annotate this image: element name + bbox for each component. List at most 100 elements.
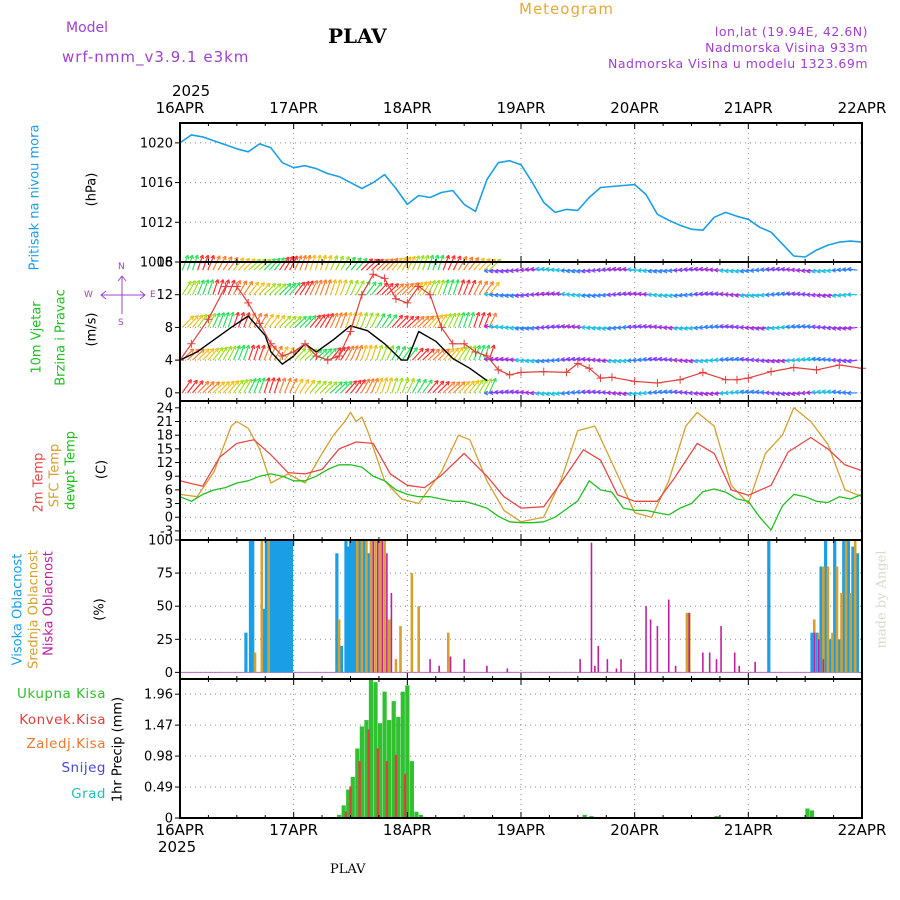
wind-arrow: [519, 325, 531, 331]
precip-total-bar: [368, 679, 374, 818]
cloud-low-bar: [594, 665, 596, 673]
wind-arrow: [560, 323, 572, 329]
y-tick-label: 24: [156, 401, 173, 416]
legend-konvek: Konvek.Kisa: [19, 712, 106, 728]
wind-arrow: [719, 268, 730, 274]
cloud-high-bar: [278, 540, 282, 673]
wind-arrow: [386, 345, 395, 361]
cloud-low-bar: [822, 659, 825, 673]
wind-arrow: [294, 315, 308, 328]
wind-arrow: [627, 324, 638, 330]
wind-arrow: [365, 281, 377, 296]
year-label-bottom: 2025: [158, 838, 197, 856]
wind-arrow: [606, 358, 618, 364]
wind-arrow: [232, 379, 244, 394]
wind-arrow: [719, 323, 730, 329]
wind-gust-marker: [357, 290, 366, 299]
wind-arrow: [406, 315, 420, 328]
wind-gust-marker: [312, 352, 321, 361]
wind-arrow: [698, 291, 710, 297]
wind-arrow: [729, 356, 740, 362]
wind-arrow: [473, 379, 484, 394]
wind-gust-marker: [596, 374, 605, 383]
cloud-high-bar: [846, 540, 850, 673]
wind-arrow: [535, 391, 546, 396]
wind-arrow: [268, 314, 280, 328]
wind-arrow: [212, 312, 221, 328]
wind-arrow: [760, 358, 771, 364]
wind-arrow: [688, 266, 699, 272]
wind-gust-marker: [403, 298, 412, 307]
wind-arrow: [222, 380, 235, 394]
x-tick-label-top: 20APR: [610, 99, 659, 117]
wind-gust-marker: [471, 347, 480, 356]
wind-arrow: [212, 381, 226, 394]
wind-arrow: [652, 292, 664, 298]
wind-arrow: [847, 390, 858, 396]
wind-arrow: [452, 381, 466, 394]
wind-arrow: [340, 279, 348, 295]
wind-arrow: [652, 268, 664, 274]
y-tick-label: 1008: [140, 256, 173, 271]
cloud-high-bar: [335, 553, 339, 673]
wind-arrow: [488, 281, 500, 296]
wind-arrow: [299, 315, 312, 328]
wind-arrow: [391, 314, 404, 328]
wind-arrow: [611, 390, 623, 396]
wind-arrow: [622, 291, 633, 297]
wind-arrow: [565, 268, 577, 274]
wind-arrow: [253, 282, 265, 296]
cloud-high-bar: [289, 540, 293, 673]
wind-gust-marker: [414, 282, 423, 291]
wind-arrow: [452, 346, 464, 361]
wind-arrow: [816, 389, 827, 395]
wind-arrow: [560, 268, 572, 274]
precip-total-bar: [400, 691, 405, 818]
cloud-mid-bar: [831, 632, 834, 673]
wind-arrow: [847, 292, 858, 298]
cloud-low-bar: [708, 652, 711, 673]
cloud-high-bar: [367, 553, 371, 673]
wind-arrow: [319, 279, 328, 295]
wind-arrow: [345, 380, 358, 394]
wind-arrow: [355, 257, 368, 271]
wind-gust-marker: [630, 377, 639, 386]
cloud-low-bar: [813, 632, 816, 673]
wind-arrow: [191, 279, 201, 295]
wind-arrow: [581, 389, 592, 395]
cloud-high-bar: [276, 540, 280, 673]
wind-arrow: [647, 268, 659, 274]
wind-gust-marker: [767, 367, 776, 376]
precip-total-bar: [582, 814, 587, 818]
wind-gust-marker: [494, 365, 503, 374]
wind-arrow: [504, 293, 515, 299]
cloud-high-bar: [851, 546, 855, 673]
wind-arrow: [693, 266, 705, 272]
wind-arrow: [406, 347, 418, 361]
wind-arrow: [181, 280, 192, 296]
wind-arrow: [437, 279, 445, 295]
wind-arrow: [488, 344, 496, 361]
station-title: PLAV: [328, 24, 387, 48]
cloud-mid-bar: [446, 632, 450, 673]
wind-arrow: [192, 380, 204, 394]
wind-arrow: [739, 293, 751, 298]
wind-arrow: [606, 266, 618, 272]
wind-arrow: [488, 312, 497, 328]
wind-arrow: [279, 315, 292, 328]
temp-2m-line: [179, 436, 863, 509]
precip-total-bar: [805, 808, 810, 818]
wind-arrow: [370, 312, 380, 328]
wind-arrow: [683, 267, 694, 272]
wind-arrow: [381, 377, 389, 394]
wind-arrow: [340, 256, 350, 271]
wind-arrow: [565, 356, 577, 362]
cloud-low-bar: [674, 665, 677, 673]
wind-gust-marker: [289, 347, 298, 356]
cloud-low-bar: [438, 665, 440, 673]
wind-arrow: [775, 391, 786, 397]
wind-arrow: [540, 291, 551, 297]
wind-arrow: [642, 357, 653, 362]
sfc-temp-line: [179, 407, 863, 523]
wind-arrow: [417, 378, 427, 394]
